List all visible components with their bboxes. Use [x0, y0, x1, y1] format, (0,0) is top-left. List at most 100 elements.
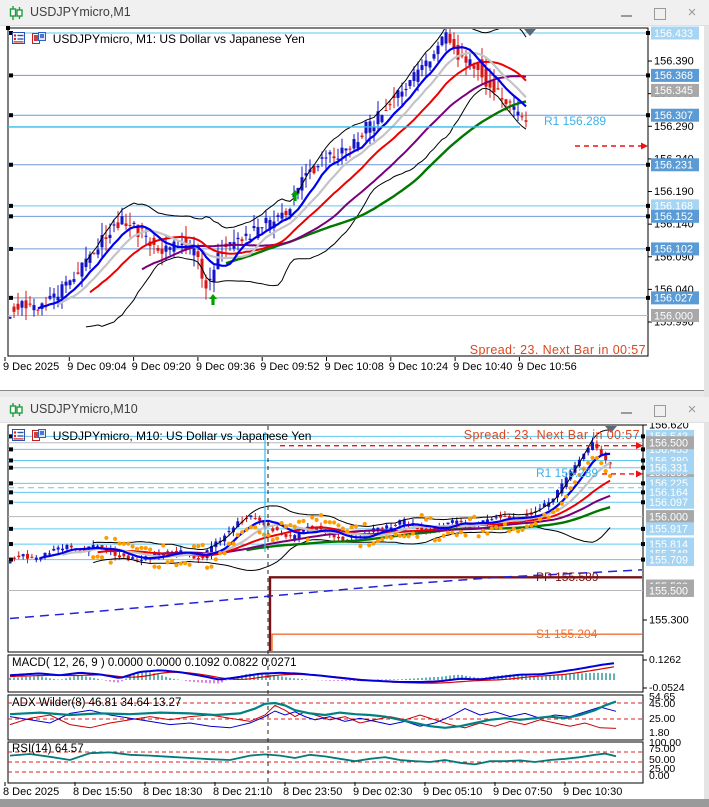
candle-body [16, 303, 20, 310]
sar-dot [318, 513, 324, 518]
level-line-handle[interactable] [9, 481, 13, 486]
price-tag-gray [651, 308, 699, 322]
sar-dot [559, 501, 564, 506]
level-line-handle[interactable] [9, 557, 13, 562]
candle-body [30, 556, 34, 558]
candle-body [208, 278, 212, 280]
candle-body [47, 553, 51, 555]
level-line-handle[interactable] [9, 246, 13, 251]
candle-body [160, 248, 164, 254]
price-tag-sky [646, 485, 694, 499]
level-line-handle[interactable] [9, 73, 13, 78]
candle-body [64, 281, 68, 286]
sar-dot [432, 538, 437, 543]
level-line-handle[interactable] [9, 162, 13, 167]
sar-dot [533, 521, 538, 526]
level-line-handle[interactable] [9, 214, 13, 219]
maximize-button[interactable] [649, 4, 671, 22]
candle-body [388, 104, 392, 106]
sar-dot [222, 551, 227, 556]
candle-body [43, 552, 47, 557]
level-line-handle[interactable] [9, 542, 13, 547]
price-tag-sky [646, 553, 694, 567]
window-m1-titlebar[interactable]: USDJPYmicro,M1 × [0, 0, 709, 26]
chart-app-icon [8, 5, 24, 21]
level-line-handle[interactable] [9, 465, 13, 470]
candle-body [341, 536, 345, 543]
candle-body [455, 520, 459, 525]
level-line-handle[interactable] [9, 434, 13, 439]
candle-body [488, 80, 492, 88]
m10-plot[interactable] [7, 424, 644, 653]
level-line-handle[interactable] [9, 113, 13, 118]
price-tag-handle[interactable] [646, 246, 650, 251]
price-tag-handle[interactable] [641, 481, 645, 486]
price-tag-handle[interactable] [641, 557, 645, 562]
sar-dot [375, 538, 381, 544]
level-line-handle[interactable] [9, 295, 13, 300]
price-tag-handle[interactable] [641, 458, 645, 463]
rsi-axis-100.00: 100.00 [649, 737, 681, 749]
adx-main-line [9, 700, 617, 729]
minimize-button[interactable] [615, 401, 637, 419]
price-tag-handle[interactable] [641, 447, 645, 452]
candle-body [500, 98, 504, 100]
candle-body [76, 272, 80, 274]
pp-line[interactable] [268, 576, 643, 651]
price-tag-handle[interactable] [646, 214, 650, 219]
minimize-button[interactable] [615, 4, 637, 22]
level-line-handle[interactable] [9, 203, 13, 208]
sar-dot [148, 547, 153, 552]
candle-body [392, 95, 396, 99]
candle-body [136, 224, 140, 238]
price-tag-handle[interactable] [641, 434, 645, 439]
price-tag-handle[interactable] [646, 203, 650, 208]
price-tag-label: 156.500 [649, 438, 688, 450]
price-tag-handle[interactable] [646, 295, 650, 300]
price-tag-handle[interactable] [641, 465, 645, 470]
level-line-handle[interactable] [9, 526, 13, 531]
price-tag-handle[interactable] [646, 162, 650, 167]
level-line-handle[interactable] [9, 447, 13, 452]
candle-body [60, 284, 64, 298]
level-line-handle[interactable] [9, 500, 13, 505]
level-line-handle[interactable] [9, 31, 13, 35]
price-tag-handle[interactable] [646, 73, 650, 78]
long-ma-dashed [9, 569, 642, 620]
candle-body [356, 142, 360, 149]
m1-plot[interactable] [7, 27, 649, 357]
sar-dot [205, 565, 210, 570]
candle-body [39, 557, 43, 560]
sar-dot [393, 532, 398, 537]
time-axis-label: 9 Dec 05:10 [423, 786, 482, 798]
candle-body [586, 447, 590, 453]
ma-gray [62, 462, 611, 558]
price-tag-handle[interactable] [641, 526, 645, 531]
candle-body [348, 148, 352, 150]
level-line-handle[interactable] [9, 490, 13, 495]
candle-body [72, 279, 76, 282]
candle-body [440, 36, 444, 46]
candle-body [324, 157, 328, 159]
sar-dot [524, 524, 529, 529]
sar-dot [169, 558, 175, 563]
price-tag-label: 156.152 [654, 211, 693, 223]
close-button[interactable]: × [687, 401, 697, 418]
price-tag-handle[interactable] [641, 500, 645, 505]
candle-body [494, 517, 498, 519]
price-tag-sky [646, 495, 694, 509]
price-tag-handle[interactable] [641, 542, 645, 547]
candle-body [9, 316, 12, 319]
level-line-handle[interactable] [9, 458, 13, 463]
price-tag-handle[interactable] [641, 490, 645, 495]
sar-dot [253, 525, 258, 530]
price-tag-handle[interactable] [646, 31, 650, 35]
window-m10-titlebar[interactable]: USDJPYmicro,M10 × [0, 397, 709, 423]
candle-body [20, 301, 24, 308]
candle-body [450, 520, 454, 523]
price-tag-handle[interactable] [646, 113, 650, 118]
s1-line[interactable] [271, 633, 643, 651]
close-button[interactable]: × [687, 4, 697, 21]
maximize-button[interactable] [649, 401, 671, 419]
